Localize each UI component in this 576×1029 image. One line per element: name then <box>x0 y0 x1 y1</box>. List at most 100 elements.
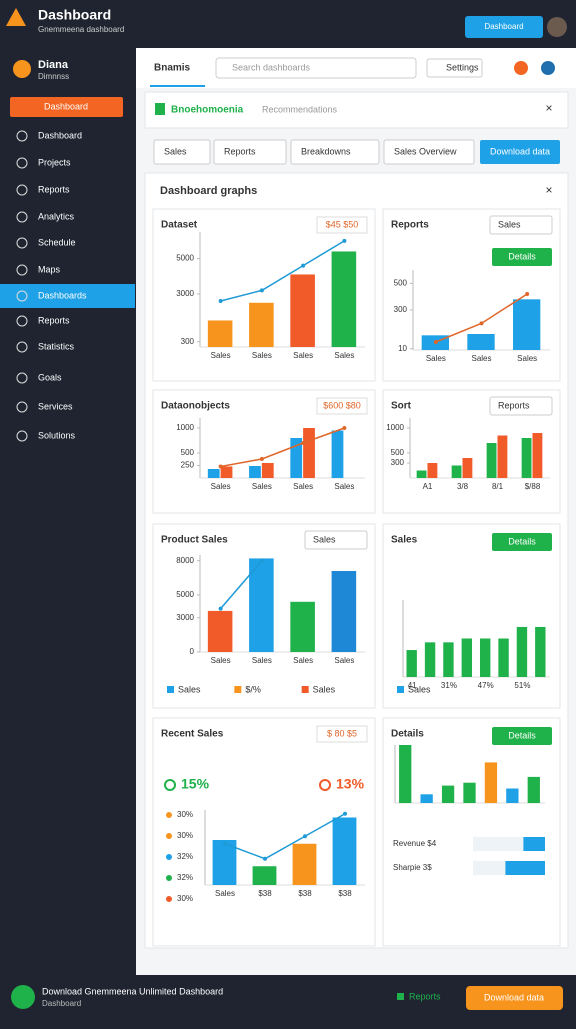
sidebar-icon <box>16 341 28 353</box>
bar <box>461 638 473 677</box>
x-tick-label: Sales <box>215 889 235 898</box>
sidebar-item[interactable]: Services <box>38 401 73 411</box>
filter-button-label[interactable]: Download data <box>490 146 550 156</box>
bar <box>506 788 519 803</box>
y-tick-label: 500 <box>181 448 195 457</box>
bar <box>331 430 344 478</box>
filter-label[interactable]: Sales <box>164 146 187 156</box>
sidebar-item[interactable]: Analytics <box>38 211 75 221</box>
details-button-label[interactable]: Details <box>508 536 536 546</box>
filter[interactable] <box>213 139 287 165</box>
line-point <box>223 841 227 846</box>
sidebar-item[interactable]: Reports <box>38 184 70 194</box>
line-point <box>303 834 307 839</box>
footer-link[interactable]: Reports <box>409 991 441 1001</box>
bar <box>451 465 462 478</box>
badge-label: $600 $80 <box>323 400 361 410</box>
bar <box>427 463 438 478</box>
details-button-label[interactable]: Details <box>508 251 536 261</box>
close[interactable]: × <box>545 101 552 115</box>
sidebar-icon <box>16 130 28 142</box>
x-tick-label: Sales <box>334 351 354 360</box>
bar <box>497 435 508 478</box>
filter-button[interactable] <box>480 140 560 164</box>
sidebar-item[interactable]: Dashboard <box>38 130 82 140</box>
badge-label: $45 $50 <box>326 219 359 229</box>
sidebar-icon <box>16 157 28 169</box>
sidebar-item[interactable]: Maps <box>38 264 61 274</box>
menu-box[interactable] <box>426 58 483 78</box>
details-button-label[interactable]: Details <box>508 730 536 740</box>
x-tick-label: Sales <box>211 351 231 360</box>
kpi-icon <box>319 779 331 791</box>
x-tick-label: Sales <box>211 482 231 491</box>
legend-label: $/% <box>245 684 261 694</box>
bar <box>416 470 427 478</box>
footer-button[interactable] <box>466 986 563 1010</box>
dropdown-label[interactable]: Reports <box>498 400 530 410</box>
filter[interactable] <box>383 139 475 165</box>
chart-title: Dataset <box>161 220 198 231</box>
top-button[interactable] <box>465 16 543 38</box>
filter-label[interactable]: Breakdowns <box>301 146 351 156</box>
avatar[interactable] <box>547 17 567 37</box>
list-item: 32% <box>177 852 193 861</box>
filter[interactable] <box>153 139 211 165</box>
sidebar-icon <box>16 237 28 249</box>
x-tick-label: Sales <box>426 354 446 363</box>
menu-label[interactable]: Settings <box>446 62 479 72</box>
progress-bar <box>505 861 545 875</box>
filter-label[interactable]: Reports <box>224 146 256 156</box>
sidebar-item[interactable]: Projects <box>38 157 71 167</box>
x-tick-label: Sales <box>252 351 272 360</box>
footer-button-label[interactable]: Download data <box>484 992 544 1002</box>
details-button[interactable] <box>492 727 552 745</box>
chart-title: Reports <box>391 220 429 231</box>
x-tick-label: Sales <box>517 354 537 363</box>
x-tick-label: Sales <box>334 482 354 491</box>
dropdown[interactable] <box>489 215 553 235</box>
close[interactable]: × <box>545 183 552 197</box>
top-button-label[interactable]: Dashboard <box>484 22 523 31</box>
dropdown-label[interactable]: Sales <box>313 534 336 544</box>
sidebar-item[interactable]: Statistics <box>38 341 75 351</box>
sidebar-item[interactable]: Reports <box>38 315 70 325</box>
bar <box>249 302 274 347</box>
badge <box>316 216 368 234</box>
list-item: 30% <box>177 831 193 840</box>
list-dot <box>166 854 172 860</box>
legend-label: Sales <box>178 684 201 694</box>
notification[interactable] <box>514 61 528 75</box>
sidebar-item[interactable]: Goals <box>38 372 62 382</box>
dropdown[interactable] <box>489 396 553 416</box>
list-dot <box>166 833 172 839</box>
x-tick-label: $/88 <box>525 482 541 491</box>
sidebar-item[interactable]: Dashboards <box>38 290 87 300</box>
search-placeholder[interactable]: Search dashboards <box>232 62 311 72</box>
details-button[interactable] <box>492 248 552 266</box>
progress-label: Sharpie 3$ <box>393 863 432 872</box>
search-box[interactable] <box>215 57 417 79</box>
y-tick-label: 1000 <box>386 423 404 432</box>
list-item: 30% <box>177 894 193 903</box>
list-dot <box>166 896 172 902</box>
sidebar-item[interactable]: Schedule <box>38 237 76 247</box>
line-point <box>343 811 347 816</box>
y-tick-label: 3000 <box>176 289 194 298</box>
profile[interactable] <box>541 61 555 75</box>
bar <box>486 443 497 478</box>
dropdown[interactable] <box>304 530 368 550</box>
bar <box>290 274 315 347</box>
bar <box>498 638 509 677</box>
header-tab[interactable]: Bnamis <box>154 63 191 74</box>
filter[interactable] <box>290 139 380 165</box>
sidebar-item[interactable]: Solutions <box>38 430 76 440</box>
details-button[interactable] <box>492 533 552 551</box>
line-point <box>259 288 264 293</box>
sidebar-button-label[interactable]: Dashboard <box>44 101 88 111</box>
x-tick-label: 3/8 <box>457 482 469 491</box>
filter-label[interactable]: Sales Overview <box>394 146 457 156</box>
sidebar-button[interactable] <box>10 97 123 117</box>
dropdown-label[interactable]: Sales <box>498 219 521 229</box>
